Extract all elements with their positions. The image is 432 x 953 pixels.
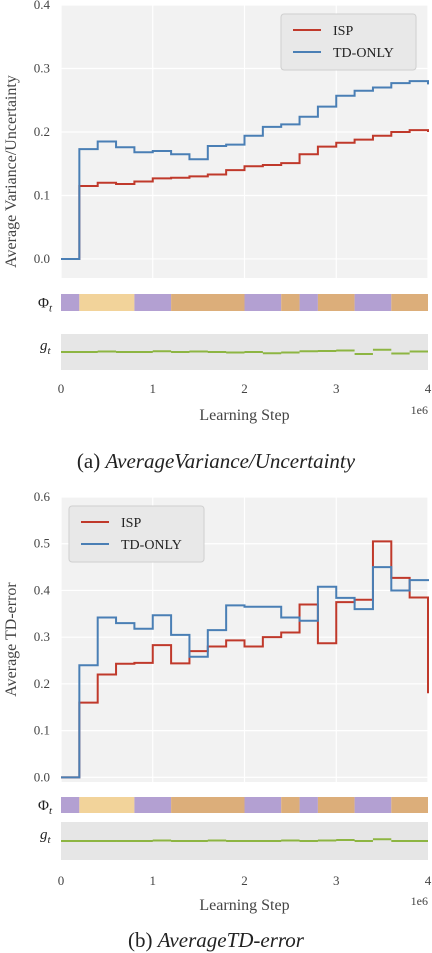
phi-label: Φt xyxy=(38,798,53,817)
series-line-isp xyxy=(61,129,429,260)
y-tick-label: 0.5 xyxy=(34,536,50,551)
legend-box xyxy=(68,505,205,563)
x-axis-label: Learning Step xyxy=(199,897,289,914)
phase-segment xyxy=(299,294,318,311)
x-tick-label: 1 xyxy=(150,381,157,396)
x-tick-label: 0 xyxy=(58,873,65,888)
phase-segment xyxy=(244,294,282,311)
caption-b-text: AverageTD-error xyxy=(157,928,304,952)
legend-label: TD-ONLY xyxy=(121,538,182,553)
legend-box xyxy=(280,13,417,71)
series-line-td-only xyxy=(61,566,429,779)
phi-label: Φt xyxy=(38,296,53,315)
y-tick-label: 0.1 xyxy=(34,187,50,202)
legend: ISP TD-ONLY xyxy=(68,505,205,563)
y-tick-label: 0.4 xyxy=(34,582,51,597)
phase-segment xyxy=(281,294,300,311)
y-tick-label: 0.0 xyxy=(34,251,50,266)
phase-segment xyxy=(244,797,282,813)
series-line-td-only xyxy=(61,80,429,260)
phase-segment xyxy=(354,294,392,311)
y-tick-label: 0.1 xyxy=(34,723,50,738)
phase-segment xyxy=(171,797,245,813)
y-tick-label: 0.3 xyxy=(34,629,50,644)
phase-segment xyxy=(79,294,135,311)
legend-label: TD-ONLY xyxy=(333,46,394,61)
phase-segment xyxy=(299,797,318,813)
y-tick-label: 0.3 xyxy=(34,60,50,75)
y-axis-label: Average TD-error xyxy=(3,582,20,697)
caption-a-text: AverageVariance/Uncertainty xyxy=(105,449,356,473)
caption-a: (a) AverageVariance/Uncertainty xyxy=(0,449,432,474)
phase-segment xyxy=(354,797,392,813)
gt-label: gt xyxy=(40,338,52,357)
x-multiplier-label: 1e6 xyxy=(411,894,428,908)
legend-label: ISP xyxy=(121,516,141,531)
gt-line xyxy=(61,838,428,842)
y-tick-label: 0.2 xyxy=(34,124,50,139)
phase-segment xyxy=(79,797,135,813)
x-tick-label: 2 xyxy=(241,381,248,396)
x-tick-label: 3 xyxy=(333,381,340,396)
phase-segment xyxy=(281,797,300,813)
phase-segment xyxy=(391,294,428,311)
legend: ISP TD-ONLY xyxy=(280,13,417,71)
phase-segment xyxy=(317,294,355,311)
x-axis-label: Learning Step xyxy=(199,407,289,424)
phase-segment xyxy=(391,797,428,813)
x-tick-label: 4 xyxy=(425,381,432,396)
y-tick-label: 0.0 xyxy=(34,769,50,784)
chart-a: 0.0 0.1 0.2 0.3 0.4 Average Variance/Uncertai… xyxy=(3,0,432,424)
y-axis-label: Average Variance/Uncertainty xyxy=(3,75,20,268)
phase-segment xyxy=(61,294,80,311)
caption-b: (b) AverageTD-error xyxy=(0,928,432,953)
phase-segment xyxy=(61,797,80,813)
x-tick-label: 1 xyxy=(150,873,157,888)
y-tick-label: 0.6 xyxy=(34,489,51,504)
gt-label: gt xyxy=(40,827,52,846)
phase-segment xyxy=(134,797,172,813)
legend-label: ISP xyxy=(333,24,353,39)
phase-segment xyxy=(134,294,172,311)
x-tick-label: 2 xyxy=(241,873,248,888)
y-tick-label: 0.2 xyxy=(34,676,50,691)
y-tick-label: 0.4 xyxy=(34,0,51,12)
caption-b-prefix: (b) xyxy=(128,928,153,952)
caption-a-prefix: (a) xyxy=(76,449,101,473)
chart-b: 0.0 0.1 0.2 0.3 0.4 0.5 0.6 Average TD-error ISP… xyxy=(3,489,432,914)
x-tick-label: 4 xyxy=(425,873,432,888)
gt-line xyxy=(61,348,428,355)
x-tick-label: 3 xyxy=(333,873,340,888)
x-multiplier-label: 1e6 xyxy=(411,403,428,417)
phase-segment xyxy=(317,797,355,813)
x-tick-label: 0 xyxy=(58,381,65,396)
phase-segment xyxy=(171,294,245,311)
